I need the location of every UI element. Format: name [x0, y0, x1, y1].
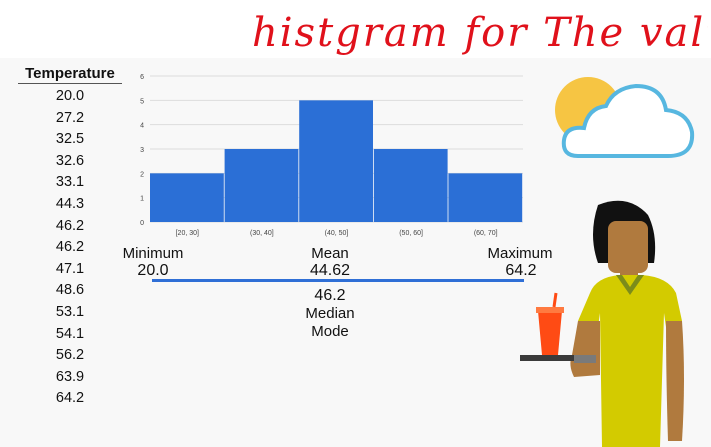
minimum-value: 20.0 [137, 262, 169, 279]
median-value: 46.2 [314, 287, 346, 304]
range-line [152, 279, 524, 282]
x-tick-label: (60, 70] [474, 230, 498, 237]
sun-behind-cloud-icon [555, 77, 695, 158]
temperature-value: 48.6 [55, 282, 85, 299]
temperature-value: 44.3 [55, 195, 85, 212]
temperature-value: 33.1 [55, 174, 85, 191]
histogram-bar [448, 173, 523, 222]
x-tick-label: (30, 40] [250, 230, 274, 237]
temperature-value: 32.6 [55, 152, 85, 169]
x-tick-label: (40, 50] [325, 230, 349, 237]
temperature-value: 32.5 [55, 131, 85, 148]
x-tick-label: [20, 30] [176, 230, 199, 237]
maximum-label: Maximum [487, 245, 553, 262]
histogram-bar [150, 173, 224, 222]
maximum-value: 64.2 [505, 262, 537, 279]
temperature-value: 53.1 [55, 303, 85, 320]
mean-value: 44.62 [309, 262, 351, 279]
median-label: Median [305, 305, 355, 322]
y-tick-label: 3 [140, 147, 144, 154]
mode-label: Mode [311, 323, 349, 340]
y-tick-label: 4 [140, 123, 144, 130]
temperature-value: 64.2 [55, 390, 85, 407]
x-tick-label: (50, 60] [399, 230, 423, 237]
temperature-value: 63.9 [55, 368, 85, 385]
temperature-value: 54.1 [55, 325, 85, 342]
temperature-value: 47.1 [55, 260, 85, 277]
y-tick-label: 6 [140, 74, 144, 81]
minimum-label: Minimum [122, 245, 184, 262]
temperature-value: 20.0 [55, 88, 85, 104]
temperature-value: 27.2 [55, 109, 85, 126]
handwritten-title-text: histgram for The values [252, 10, 708, 56]
histogram-bar [373, 149, 448, 222]
person-with-drink-icon [520, 200, 684, 447]
temperature-header: Temperature [18, 65, 122, 84]
temperature-value: 46.2 [55, 217, 85, 234]
mean-label: Mean [311, 245, 349, 262]
temperature-value: 46.2 [55, 239, 85, 256]
temperature-list: 20.0 27.2 32.5 32.6 33.1 44.3 46.2 46.2 47.1 48.6… [18, 86, 122, 410]
temperature-value: 56.2 [55, 347, 85, 364]
y-tick-label: 1 [140, 196, 144, 203]
histogram-chart: 0 1 2 3 4 5 6 [20, 30] (30, 40] (40, 50] (50, 60] (… [140, 74, 523, 237]
y-tick-label: 0 [140, 220, 144, 227]
histogram-bar [224, 149, 299, 222]
histogram-bar [299, 100, 373, 222]
y-tick-label: 5 [140, 98, 144, 105]
y-tick-label: 2 [140, 171, 144, 178]
handwritten-title: histgram for The values [252, 10, 708, 56]
